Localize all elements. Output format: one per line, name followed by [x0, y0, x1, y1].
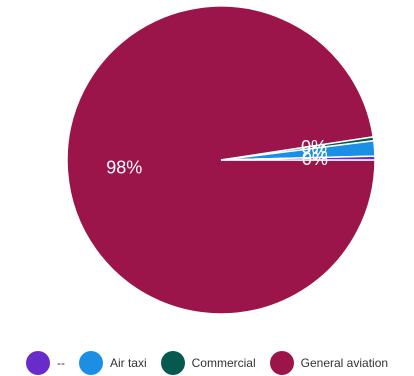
pie-slice-unknown — [220, 155, 376, 161]
legend-swatch — [160, 351, 185, 375]
slice-data-label: 2% — [302, 143, 328, 163]
legend-label: General aviation — [300, 356, 389, 370]
legend-swatch — [269, 351, 294, 375]
legend-swatch — [25, 351, 50, 375]
slice-data-label: 0% — [301, 137, 327, 157]
slice-data-label: 0% — [302, 149, 328, 169]
slice-data-label: 98% — [106, 157, 142, 177]
legend-item: Air taxi — [78, 351, 147, 375]
pie-chart: 98% 0%2%0% — [66, 5, 376, 315]
legend-item: Commercial — [160, 351, 256, 375]
legend-swatch — [78, 351, 103, 375]
legend-item: -- — [25, 351, 65, 375]
legend: -- Air taxi Commercial General aviation — [0, 350, 414, 376]
legend-label: Air taxi — [109, 356, 147, 370]
legend-label: Commercial — [191, 356, 256, 370]
legend-label: -- — [56, 356, 65, 370]
legend-item: General aviation — [269, 351, 389, 375]
